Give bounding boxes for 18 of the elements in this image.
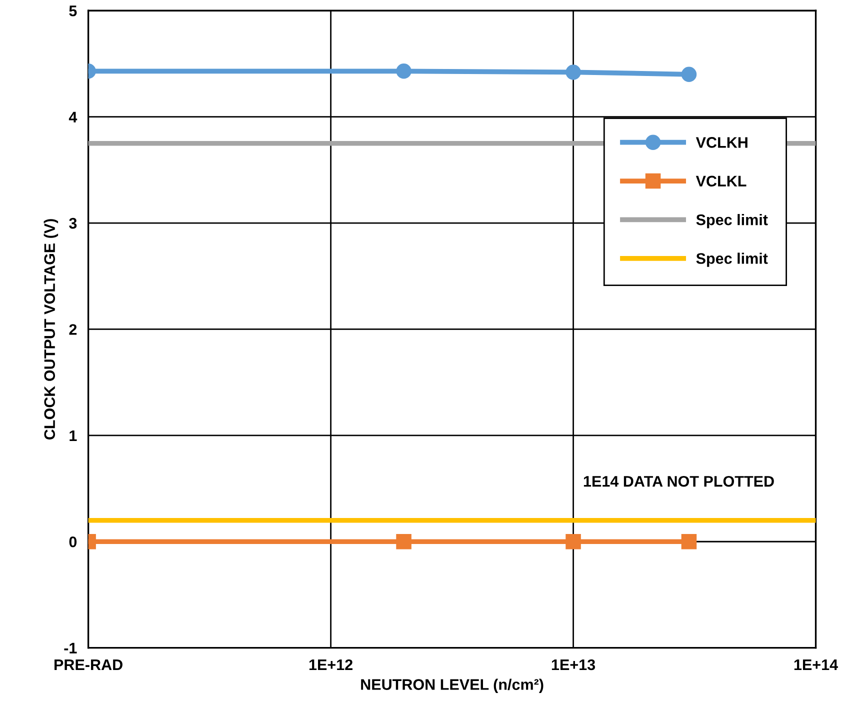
y-tick-label: 0 [69, 536, 77, 548]
legend-label: VCLKL [696, 176, 746, 187]
x-tick-label: 1E+13 [552, 659, 596, 670]
legend-label: Spec limit [696, 214, 768, 228]
y-tick-label: 5 [69, 6, 77, 16]
y-tick-label: 4 [68, 112, 78, 122]
x-axis-title: NEUTRON LEVEL (n/cm²) [361, 678, 544, 693]
x-tick-label: PRE-RAD [54, 659, 122, 670]
y-tick-label: -1 [64, 642, 77, 654]
y-tick-label: 2 [69, 324, 77, 335]
y-tick-label: 1 [70, 430, 77, 441]
x-tick-label: 1E+12 [309, 659, 352, 670]
legend-label: VCLKH [696, 137, 748, 148]
annotation: 1E14 DATA NOT PLOTTED [584, 476, 774, 487]
y-tick-label: 3 [69, 218, 77, 229]
legend-label: Spec limit [696, 252, 768, 267]
y-axis-title: CLOCK OUTPUT VOLTAGE (V) [44, 219, 58, 440]
x-tick-label: 1E+14 [794, 659, 838, 670]
